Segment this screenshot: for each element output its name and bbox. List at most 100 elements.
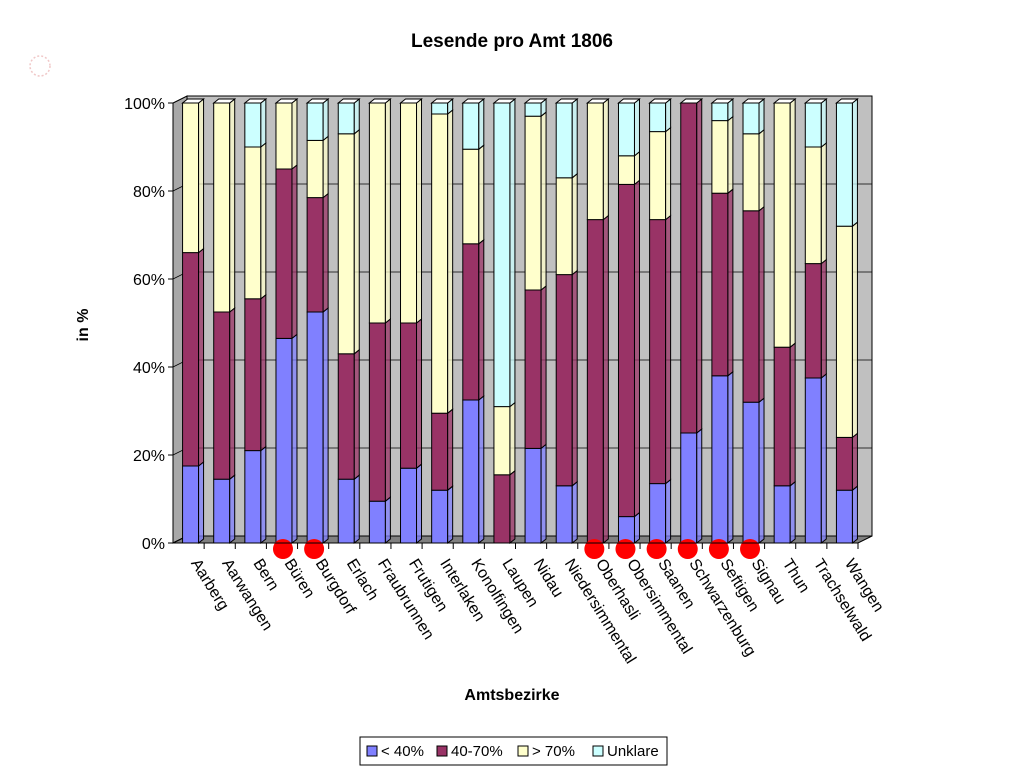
legend-box — [359, 736, 668, 766]
legend-item: < 40% — [366, 743, 424, 760]
bar-cap — [367, 98, 392, 104]
highlight-marker — [584, 539, 605, 559]
bar-segment — [182, 460, 205, 545]
legend-item: 40-70% — [436, 743, 503, 760]
bar-segment — [306, 97, 329, 142]
legend-item: Unklare — [592, 743, 659, 760]
bar-segment — [773, 97, 796, 349]
bar-segment — [586, 214, 609, 545]
cursor-indicator-icon — [29, 55, 51, 77]
bar-cap — [212, 98, 237, 104]
highlight-marker — [677, 539, 698, 559]
y-axis-title: in % — [75, 309, 92, 342]
bar-segment — [244, 445, 267, 545]
bar-cap — [305, 98, 330, 104]
bar-cap — [710, 98, 735, 104]
bar-segment — [182, 97, 205, 254]
bar-segment — [275, 333, 298, 545]
bar-cap — [523, 98, 548, 104]
bar-segment — [400, 97, 423, 325]
bar-segment — [586, 97, 609, 221]
bar-segment — [462, 238, 485, 402]
bar-cap — [772, 98, 797, 104]
bar-segment — [680, 97, 703, 435]
bar-segment — [275, 97, 298, 171]
bar-segment — [244, 97, 267, 149]
bar-segment — [306, 306, 329, 545]
bar-cap — [679, 98, 704, 104]
y-tick-label: 20% — [133, 448, 165, 465]
bar-segment — [649, 478, 672, 545]
bar-segment — [524, 111, 547, 292]
legend-swatch — [592, 745, 604, 757]
legend-label: Unklare — [607, 743, 659, 760]
bar-segment — [244, 141, 267, 300]
bar-segment — [804, 141, 827, 265]
bar-segment — [493, 401, 516, 476]
y-tick-label: 40% — [133, 360, 165, 377]
bar-segment — [524, 284, 547, 450]
bar-segment — [493, 469, 516, 545]
y-tick-label: 80% — [133, 184, 165, 201]
bar-cap — [648, 98, 673, 104]
legend-label: < 40% — [381, 743, 424, 760]
legend: < 40% 40-70% > 70% Unklare — [359, 736, 668, 766]
bar-segment — [835, 432, 858, 492]
y-tick-label: 100% — [124, 96, 165, 113]
highlight-marker — [646, 539, 667, 559]
bar-segment — [306, 192, 329, 314]
bar-segment — [742, 205, 765, 404]
bar-segment — [617, 150, 640, 186]
bar-segment — [306, 135, 329, 199]
bar-segment — [337, 97, 360, 135]
bar-segment — [493, 97, 516, 408]
legend-swatch — [366, 745, 378, 757]
bar-segment — [649, 97, 672, 133]
bar-segment — [835, 485, 858, 545]
bar-segment — [555, 269, 578, 487]
bar-cap — [430, 98, 455, 104]
x-axis-title: Amtsbezirke — [464, 687, 559, 704]
highlight-marker — [740, 539, 761, 559]
bar-segment — [617, 179, 640, 518]
bar-segment — [711, 115, 734, 195]
bar-cap — [243, 98, 268, 104]
x-tick-label: Bern — [249, 556, 281, 594]
bar-segment — [711, 370, 734, 545]
legend-item: > 70% — [517, 743, 575, 760]
bar-segment — [337, 348, 360, 481]
bar-segment — [337, 128, 360, 355]
bar-segment — [773, 480, 796, 545]
bar-cap — [399, 98, 423, 104]
bar-cap — [181, 98, 205, 104]
x-tick-label: Büren — [281, 556, 318, 601]
legend-swatch — [517, 745, 529, 757]
bar-segment — [804, 258, 827, 380]
bar-segment — [555, 172, 578, 276]
plot-area: 0%20%40%60%80%100%AarbergAarwangenBernBü… — [124, 95, 887, 667]
bar-segment — [462, 97, 485, 151]
bar-segment — [742, 128, 765, 212]
highlight-marker — [272, 539, 293, 559]
bar-segment — [804, 97, 827, 149]
bar-segment — [462, 144, 485, 245]
bar-segment — [431, 485, 454, 545]
bar-segment — [680, 427, 703, 545]
bar-segment — [400, 317, 423, 470]
bar-segment — [835, 97, 858, 228]
bar-segment — [182, 247, 205, 468]
bar-cap — [461, 98, 486, 104]
bar-cap — [835, 98, 859, 104]
bar-segment — [524, 97, 547, 118]
bar-segment — [275, 163, 298, 340]
legend-label: 40-70% — [451, 743, 503, 760]
legend-swatch — [436, 745, 448, 757]
bar-segment — [835, 221, 858, 439]
bar-cap — [336, 98, 361, 104]
chart-title: Lesende pro Amt 1806 — [411, 31, 613, 52]
bar-segment — [617, 511, 640, 545]
bar-segment — [649, 214, 672, 485]
bar-segment — [431, 108, 454, 415]
bar-segment — [213, 474, 236, 545]
